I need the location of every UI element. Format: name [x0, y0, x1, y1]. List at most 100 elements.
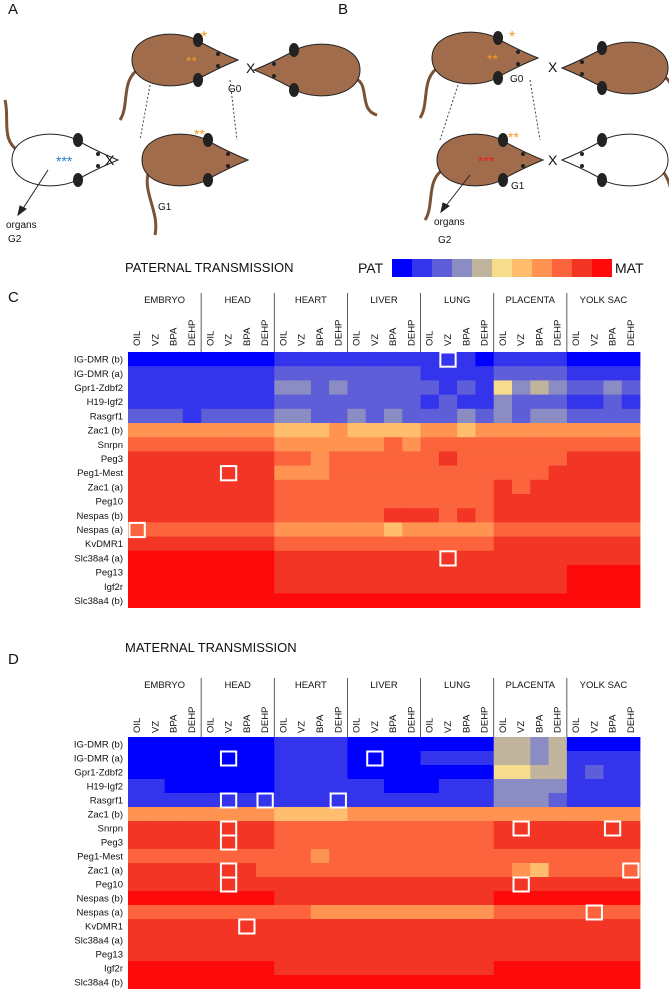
- heatmap-cell: [182, 835, 202, 850]
- heatmap-cell: [603, 352, 623, 367]
- heatmap-cell: [512, 465, 531, 481]
- heatmap-cell: [548, 891, 568, 906]
- column-label: DEHP: [187, 320, 198, 346]
- heatmap-cell: [493, 751, 513, 766]
- heatmap-cell: [621, 947, 641, 962]
- heatmap-cell: [329, 451, 348, 466]
- mouse: [118, 33, 240, 121]
- panel-letter: B: [338, 1, 348, 18]
- heatmap-cell: [402, 891, 421, 906]
- heatmap-cell: [310, 849, 330, 864]
- heatmap-cell: [603, 765, 623, 780]
- row-label: H19-Igf2: [87, 397, 123, 408]
- heatmap-cell: [384, 437, 403, 452]
- heatmap-cell: [475, 849, 495, 864]
- heatmap-cell: [585, 877, 604, 892]
- heatmap-cell: [603, 975, 623, 989]
- heatmap-cell: [237, 522, 257, 537]
- heatmap-cell: [292, 751, 312, 766]
- heatmap-cell: [329, 465, 348, 481]
- heatmap-cell: [621, 593, 641, 608]
- heatmap-cell: [457, 380, 476, 395]
- heatmap-cell: [256, 593, 275, 608]
- column-label: DEHP: [187, 707, 198, 733]
- row-label: Slc38a4 (a): [74, 553, 123, 564]
- heatmap-cell: [164, 437, 184, 452]
- heatmap-cell: [219, 905, 239, 920]
- heatmap-cell: [585, 352, 604, 367]
- heatmap-cell: [420, 479, 440, 495]
- heatmap-cell: [329, 793, 348, 808]
- mouse-ear: [289, 43, 299, 57]
- heatmap-cell: [146, 835, 165, 850]
- heatmap-cell: [530, 465, 549, 481]
- heatmap-cell: [365, 807, 385, 822]
- heatmap-cell: [292, 863, 312, 878]
- heatmap-cell: [164, 550, 184, 566]
- heatmap-cell: [164, 479, 184, 495]
- heatmap-cell: [512, 423, 531, 438]
- heatmap-cell: [365, 975, 385, 989]
- heatmap-cell: [347, 863, 367, 878]
- heatmap-cell: [548, 550, 568, 566]
- heatmap-cell: [128, 933, 147, 948]
- heatmap-cell: [548, 394, 568, 410]
- row-label: Nespas (b): [77, 894, 123, 905]
- mouse-eye: [226, 152, 230, 156]
- heatmap-cell: [182, 751, 202, 766]
- heatmap-cell: [475, 961, 495, 976]
- heatmap-cell: [621, 863, 641, 878]
- column-label: BPA: [242, 714, 253, 733]
- heatmap-cell: [384, 380, 403, 395]
- column-label: VZ: [589, 721, 600, 733]
- heatmap-cell: [201, 550, 220, 566]
- heatmap-cell: [438, 465, 458, 481]
- heatmap-cell: [310, 891, 330, 906]
- heatmap-cell: [621, 423, 641, 438]
- heatmap-cell: [548, 593, 568, 608]
- heatmap-cell: [292, 933, 312, 948]
- mouse-ear: [498, 173, 508, 187]
- legend-swatch: [512, 259, 532, 277]
- heatmap-cell: [493, 508, 513, 523]
- legend-swatch: [392, 259, 412, 277]
- heatmap-cell: [164, 947, 184, 962]
- heatmap-cell: [603, 394, 623, 410]
- column-label: BPA: [388, 327, 399, 346]
- heatmap-cell: [292, 479, 312, 495]
- highlight-box: [439, 351, 457, 368]
- heatmap-cell: [384, 793, 403, 808]
- heatmap-cell: [457, 765, 476, 780]
- heatmap-cell: [493, 579, 513, 594]
- highlight-box: [329, 792, 347, 809]
- heatmap-cell: [310, 975, 330, 989]
- column-label: BPA: [461, 714, 472, 733]
- heatmap-cell: [438, 536, 458, 552]
- row-label: Zac1 (b): [88, 810, 123, 821]
- heatmap-cell: [329, 751, 348, 766]
- heatmap-cell: [475, 579, 495, 594]
- heatmap-cell: [365, 465, 385, 481]
- heatmap-cell: [402, 579, 421, 594]
- heatmap-cell: [566, 508, 586, 523]
- heatmap-cell: [548, 863, 568, 878]
- heatmap-cell: [237, 835, 257, 850]
- heatmap-cell: [182, 877, 202, 892]
- heatmap-cell: [274, 565, 293, 580]
- heatmap-cell: [475, 821, 495, 836]
- heatmap-cell: [438, 779, 458, 794]
- heatmap-cell: [329, 975, 348, 989]
- mouse-eye: [96, 164, 100, 168]
- mouse-ear: [493, 71, 503, 85]
- heatmap-cell: [310, 765, 330, 780]
- heatmap-cell: [438, 891, 458, 906]
- heatmap-cell: [256, 849, 275, 864]
- row-label: Slc38a4 (b): [74, 596, 123, 607]
- heatmap-cell: [530, 905, 549, 920]
- heatmap-cell: [585, 451, 604, 466]
- heatmap-cell: [493, 737, 513, 752]
- column-label: VZ: [150, 334, 161, 346]
- heatmap-cell: [475, 737, 495, 752]
- heatmap-cell: [457, 975, 476, 989]
- heatmap-cell: [457, 877, 476, 892]
